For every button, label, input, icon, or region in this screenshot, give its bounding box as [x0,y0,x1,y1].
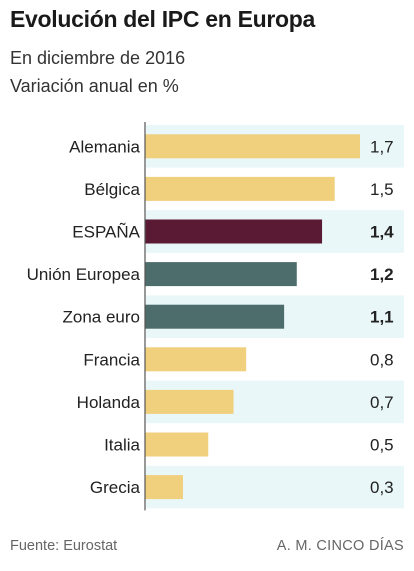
category-label-italia: Italia [104,436,140,455]
bar-espana [145,219,323,244]
category-label-union-europea: Unión Europea [27,265,141,284]
chart-title: Evolución del IPC en Europa [10,6,316,32]
bar-holanda [145,389,234,414]
value-label-grecia: 0,3 [370,478,394,497]
category-label-alemania: Alemania [69,137,140,156]
category-label-zona-euro: Zona euro [63,308,141,327]
credit-note: A. M. CINCO DÍAS [276,538,404,554]
bar-zona-euro [145,304,285,329]
chart-subtitle-date: En diciembre de 2016 [10,48,186,68]
category-label-espana: ESPAÑA [72,223,140,242]
bar-francia [145,347,247,372]
value-label-italia: 0,5 [370,436,394,455]
category-label-belgica: Bélgica [84,180,140,199]
value-label-espana: 1,4 [370,223,394,242]
value-label-belgica: 1,5 [370,180,394,199]
value-label-zona-euro: 1,1 [370,308,394,327]
bar-grecia [145,475,183,500]
bar-belgica [145,176,335,201]
bar-chart: Alemania 1,7 Bélgica 1,5 ESPAÑA 1,4 Unión Euro… [27,122,404,511]
value-label-francia: 0,8 [370,350,394,369]
source-note: Fuente: Eurostat [10,538,118,554]
chart-subtitle-unit: Variación anual en % [10,76,179,96]
bar-alemania [145,134,360,159]
category-label-francia: Francia [83,350,140,369]
category-label-grecia: Grecia [90,478,141,497]
bar-union-europea [145,262,297,287]
row-band-grecia [146,465,404,509]
category-label-holanda: Holanda [77,393,141,412]
value-label-alemania: 1,7 [370,137,394,156]
value-label-holanda: 0,7 [370,393,394,412]
value-label-union-europea: 1,2 [370,265,394,284]
bar-italia [145,432,209,457]
